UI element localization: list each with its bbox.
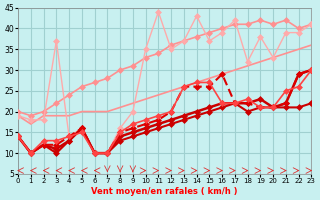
X-axis label: Vent moyen/en rafales ( km/h ): Vent moyen/en rafales ( km/h ) bbox=[92, 187, 238, 196]
